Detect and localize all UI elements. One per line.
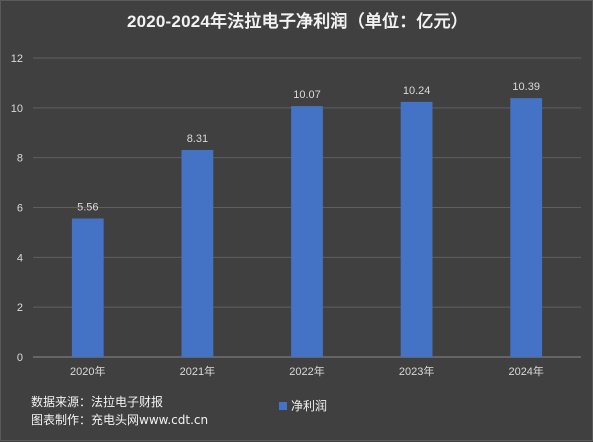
chart-legend: 净利润 bbox=[279, 397, 327, 414]
data-label: 8.31 bbox=[187, 133, 208, 145]
x-tick-label: 2023年 bbox=[399, 364, 434, 378]
data-label: 10.07 bbox=[293, 89, 321, 101]
bar bbox=[181, 149, 214, 357]
data-label: 5.56 bbox=[77, 201, 98, 213]
y-tick-label: 0 bbox=[17, 352, 23, 364]
y-tick-label: 4 bbox=[17, 252, 23, 264]
y-tick-label: 12 bbox=[11, 53, 23, 65]
x-tick-label: 2022年 bbox=[289, 364, 324, 378]
bar bbox=[291, 106, 323, 357]
chart-credit-note: 图表制作：充电头网www.cdt.cn bbox=[31, 413, 209, 427]
x-tick-label: 2024年 bbox=[508, 364, 543, 378]
data-source-note: 数据来源：法拉电子财报 bbox=[31, 395, 164, 409]
bar bbox=[71, 218, 104, 357]
legend-label: 净利润 bbox=[291, 399, 328, 413]
y-tick-label: 6 bbox=[17, 203, 23, 215]
x-tick-label: 2020年 bbox=[70, 364, 105, 378]
data-label: 10.39 bbox=[512, 81, 540, 93]
y-tick-label: 2 bbox=[17, 302, 23, 314]
y-tick-label: 10 bbox=[11, 103, 23, 115]
bar bbox=[510, 98, 543, 357]
y-tick-label: 8 bbox=[17, 153, 23, 165]
legend-swatch bbox=[279, 401, 287, 410]
bar bbox=[400, 101, 433, 357]
data-label: 10.24 bbox=[403, 85, 431, 97]
chart-title: 2020-2024年法拉电子净利润（单位：亿元） bbox=[126, 12, 469, 31]
x-tick-label: 2021年 bbox=[180, 364, 215, 378]
